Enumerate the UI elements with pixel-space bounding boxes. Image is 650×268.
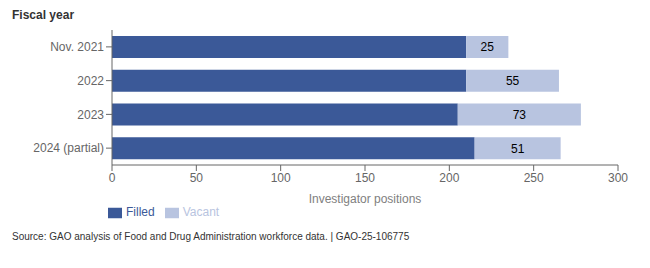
svg-text:2024 (partial): 2024 (partial) bbox=[33, 141, 104, 155]
html-text:Source: GAO analysis of Food a: Source: GAO analysis of Food and Drug Ad… bbox=[12, 231, 410, 242]
html-text:Vacant: Vacant bbox=[182, 205, 220, 219]
svg-text:200: 200 bbox=[439, 171, 459, 185]
svg-text:Investigator positions: Investigator positions bbox=[309, 192, 422, 206]
svg-text:300: 300 bbox=[608, 171, 628, 185]
svg-text:100: 100 bbox=[271, 171, 291, 185]
svg-text:2022: 2022 bbox=[77, 74, 104, 88]
svg-text:73: 73 bbox=[513, 108, 527, 122]
svg-text:250: 250 bbox=[524, 171, 544, 185]
svg-text:0: 0 bbox=[109, 171, 116, 185]
html-text:Fiscal year: Fiscal year bbox=[12, 8, 74, 22]
html-text:Filled: Filled bbox=[126, 205, 155, 219]
svg-text:51: 51 bbox=[511, 142, 525, 156]
svg-text:Nov. 2021: Nov. 2021 bbox=[50, 40, 104, 54]
svg-text:55: 55 bbox=[506, 74, 520, 88]
svg-text:25: 25 bbox=[481, 40, 495, 54]
svg-text:150: 150 bbox=[355, 171, 375, 185]
svg-text:50: 50 bbox=[190, 171, 204, 185]
svg-text:2023: 2023 bbox=[77, 108, 104, 122]
